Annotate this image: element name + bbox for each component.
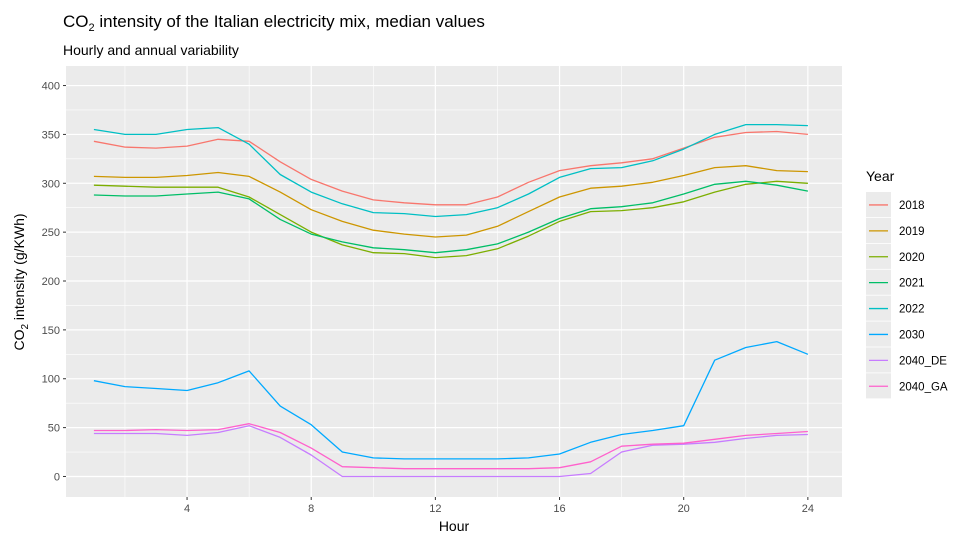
series-line-2022 — [93, 123, 808, 218]
legend-label: 2019 — [899, 226, 925, 238]
y-tick-label: 350 — [42, 129, 60, 141]
y-axis-title: CO2 intensity (g/KWh) — [11, 213, 31, 350]
series-line-2021 — [93, 180, 809, 254]
legend-label: 2018 — [899, 200, 925, 212]
x-tick-label: 24 — [802, 503, 814, 515]
y-tick-label: 100 — [42, 374, 60, 386]
series-line-2040-de — [93, 425, 808, 478]
y-tick-label: 150 — [42, 325, 60, 337]
legend-item-2040-de: 2040_DE — [866, 347, 947, 373]
legend-label: 2020 — [899, 252, 925, 264]
series-line-2030 — [93, 340, 809, 460]
y-tick-label: 200 — [42, 276, 60, 288]
x-tick-label: 4 — [184, 503, 190, 515]
x-tick-label: 8 — [308, 503, 314, 515]
series-line-2020 — [93, 180, 808, 259]
legend-label: 2040_DE — [899, 355, 947, 367]
x-tick-label: 16 — [553, 503, 565, 515]
series-lines — [93, 123, 809, 478]
legend-item-2030: 2030 — [866, 321, 925, 347]
y-tick-label: 50 — [48, 423, 60, 435]
legend-item-2019: 2019 — [866, 217, 925, 243]
y-tick-label: 400 — [42, 81, 60, 93]
legend: 2018 2019 2020 2021 2022 2030 2040_DE 2040_GA — [866, 192, 948, 399]
legend-label: 2040_GA — [899, 381, 948, 393]
y-axis-ticks: 0 50 100 150 200 250 300 350 400 — [42, 81, 66, 483]
legend-label: 2022 — [899, 304, 925, 316]
x-axis-title: Hour — [439, 518, 470, 533]
y-tick-label: 300 — [42, 178, 60, 190]
legend-item-2040-ga: 2040_GA — [866, 373, 948, 399]
legend-label: 2021 — [899, 278, 925, 290]
x-tick-label: 12 — [429, 503, 441, 515]
series-line-2019 — [93, 165, 808, 238]
legend-item-2020: 2020 — [866, 243, 925, 269]
legend-item-2022: 2022 — [866, 295, 925, 321]
legend-item-2021: 2021 — [866, 269, 925, 295]
chart-subtitle: Hourly and annual variability — [63, 42, 239, 58]
y-tick-label: 250 — [42, 227, 60, 239]
chart-title: CO2 intensity of the Italian electricity… — [63, 12, 485, 34]
legend-title: Year — [866, 168, 895, 184]
legend-item-2018: 2018 — [866, 192, 925, 218]
x-axis-ticks: 4 8 12 16 20 24 — [184, 497, 814, 515]
legend-label: 2030 — [899, 329, 925, 341]
x-tick-label: 20 — [678, 503, 690, 515]
y-tick-label: 0 — [54, 471, 60, 483]
series-line-2040-ga — [93, 423, 808, 470]
